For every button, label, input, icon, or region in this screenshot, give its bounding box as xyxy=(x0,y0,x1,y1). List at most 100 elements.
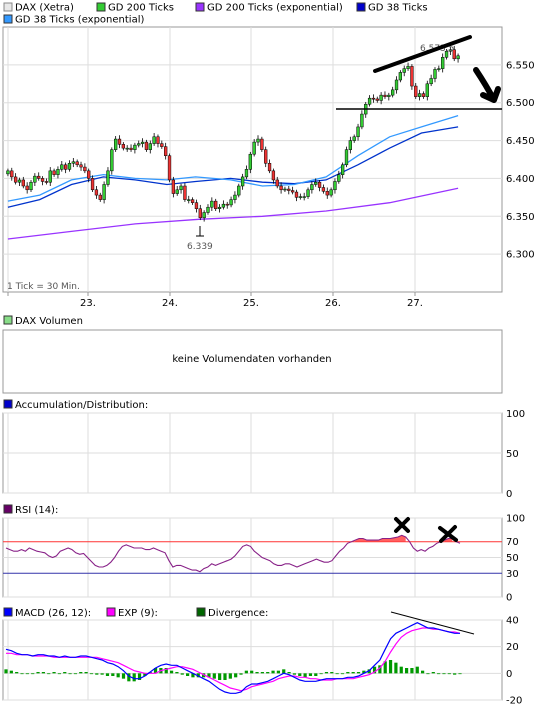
candle xyxy=(148,140,152,154)
legend-swatch-gd38e xyxy=(3,14,13,24)
candle xyxy=(298,193,302,200)
candle-body xyxy=(279,185,283,191)
candle-body xyxy=(60,164,64,170)
candle-body xyxy=(456,55,460,60)
exp-legend-label: EXP (9): xyxy=(118,608,158,619)
down-arrow-icon xyxy=(473,67,501,103)
candle-body xyxy=(210,200,214,208)
candle xyxy=(63,162,68,174)
divergence-bar xyxy=(4,669,8,674)
divergence-bar xyxy=(191,673,195,678)
candle-body xyxy=(40,178,45,182)
candle-body xyxy=(244,169,249,178)
candle xyxy=(40,176,45,186)
macd-plot xyxy=(4,622,462,694)
candle xyxy=(117,135,122,149)
rsi-ytick-label: 70 xyxy=(506,537,519,548)
candle-body xyxy=(148,143,152,150)
candle xyxy=(337,170,341,184)
macd-ytick-label: 0 xyxy=(506,669,512,680)
date-tick-label: 26. xyxy=(325,298,341,309)
candle-body xyxy=(13,176,18,183)
candle xyxy=(102,181,106,204)
divergence-bar xyxy=(79,672,83,674)
candle xyxy=(379,92,383,105)
candle xyxy=(429,74,433,87)
divergence-bar xyxy=(207,673,211,678)
price-ytick-label: 6.500 xyxy=(506,98,535,109)
legend-label-dax: DAX (Xetra) xyxy=(15,3,74,14)
candle-body xyxy=(6,170,10,175)
divergence-bar xyxy=(212,673,216,679)
candle xyxy=(260,136,264,152)
candle xyxy=(394,76,399,94)
candle xyxy=(341,162,345,179)
macd-panel: MACD (26, 12): EXP (9): Divergence: 40 20… xyxy=(2,607,522,707)
candle xyxy=(171,176,176,198)
candle xyxy=(448,46,453,56)
divergence-bar xyxy=(431,672,435,674)
candle xyxy=(44,178,49,185)
candle xyxy=(83,163,87,174)
candle-body xyxy=(352,136,356,141)
candle xyxy=(25,182,29,194)
divergence-bar xyxy=(121,673,126,679)
volume-legend-swatch xyxy=(3,315,13,325)
candle-body xyxy=(240,176,245,187)
ad-legend-label: Accumulation/Distribution: xyxy=(15,400,148,411)
candle xyxy=(348,136,352,154)
candle-body xyxy=(25,185,29,191)
candle-body xyxy=(17,179,22,183)
candle-body xyxy=(90,178,95,191)
candle-body xyxy=(160,143,164,147)
candle-body xyxy=(190,199,195,203)
divergence-bar xyxy=(394,662,398,674)
rsi-panel: RSI (14): 100 70 50 30 0 xyxy=(2,504,525,604)
candle-body xyxy=(129,147,133,150)
candle-body xyxy=(414,85,418,97)
price-ytick-label: 6.550 xyxy=(506,60,535,71)
candle-body xyxy=(248,153,252,170)
candle-body xyxy=(391,89,395,96)
candle xyxy=(237,183,241,198)
candle-body xyxy=(83,166,87,172)
divergence-bar xyxy=(244,670,248,674)
candle-body xyxy=(444,50,449,58)
candle xyxy=(402,65,406,77)
candle xyxy=(421,91,426,99)
date-x-axis: 23. 24. 25. 26. 27. xyxy=(80,298,423,309)
candle xyxy=(344,146,349,168)
candle-body xyxy=(314,181,318,185)
candle xyxy=(391,86,395,98)
candle-body xyxy=(387,94,391,97)
candle xyxy=(144,139,149,152)
x-mark-icon xyxy=(438,525,458,543)
candle-body xyxy=(164,146,168,156)
divergence-bar xyxy=(346,672,350,674)
exp-line xyxy=(6,627,461,692)
candle-body xyxy=(260,138,264,150)
candle-body xyxy=(356,126,360,138)
candle xyxy=(21,176,25,189)
rsi-legend-swatch xyxy=(3,504,13,514)
candle xyxy=(437,65,441,72)
candle xyxy=(456,53,460,63)
rsi-line xyxy=(5,534,461,573)
volume-legend-label: DAX Volumen xyxy=(15,316,83,327)
legend-swatch-gd200 xyxy=(96,2,106,12)
candle-body xyxy=(371,97,376,100)
candle xyxy=(287,186,291,195)
candle-body xyxy=(283,188,287,191)
candle-body xyxy=(48,170,52,183)
candle-body xyxy=(75,161,79,166)
candle-body xyxy=(425,83,429,97)
rsi-plot xyxy=(5,534,461,573)
divergence-bar xyxy=(426,673,430,675)
date-tick-label: 27. xyxy=(407,298,423,309)
candle-body xyxy=(144,141,149,150)
divergence-bar xyxy=(421,670,425,674)
candle-body xyxy=(21,179,25,187)
candle-body xyxy=(337,174,341,182)
candle-body xyxy=(267,163,272,172)
candle-body xyxy=(33,175,37,183)
